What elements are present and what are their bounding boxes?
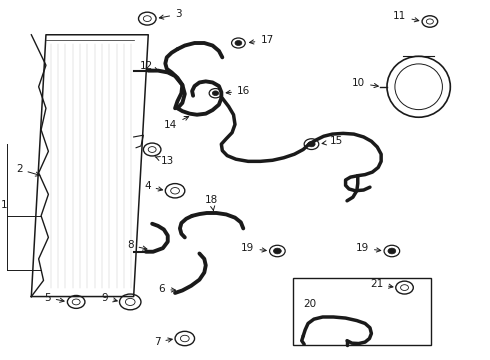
- Text: 12: 12: [140, 61, 159, 71]
- Text: 20: 20: [303, 299, 317, 309]
- Text: 16: 16: [226, 86, 250, 96]
- Text: 11: 11: [393, 12, 419, 22]
- Text: 15: 15: [322, 136, 343, 146]
- Circle shape: [235, 41, 242, 45]
- Circle shape: [212, 91, 219, 95]
- Circle shape: [388, 248, 396, 254]
- Text: 21: 21: [370, 279, 393, 289]
- Text: 2: 2: [16, 164, 40, 176]
- Text: 7: 7: [154, 337, 172, 347]
- Circle shape: [308, 141, 315, 147]
- Text: 3: 3: [159, 9, 182, 19]
- Circle shape: [273, 248, 281, 254]
- Text: 5: 5: [44, 293, 64, 303]
- Text: 4: 4: [144, 181, 163, 192]
- Text: 14: 14: [164, 117, 189, 130]
- Text: 1: 1: [1, 200, 8, 210]
- Text: 19: 19: [356, 243, 381, 253]
- Text: 18: 18: [205, 195, 218, 211]
- Text: 8: 8: [127, 240, 147, 250]
- Text: 19: 19: [241, 243, 266, 253]
- Bar: [294, 278, 431, 345]
- Text: 13: 13: [155, 156, 173, 166]
- Text: 10: 10: [352, 78, 378, 88]
- Text: 6: 6: [159, 284, 175, 294]
- Text: 17: 17: [249, 35, 273, 45]
- Text: 9: 9: [102, 293, 117, 303]
